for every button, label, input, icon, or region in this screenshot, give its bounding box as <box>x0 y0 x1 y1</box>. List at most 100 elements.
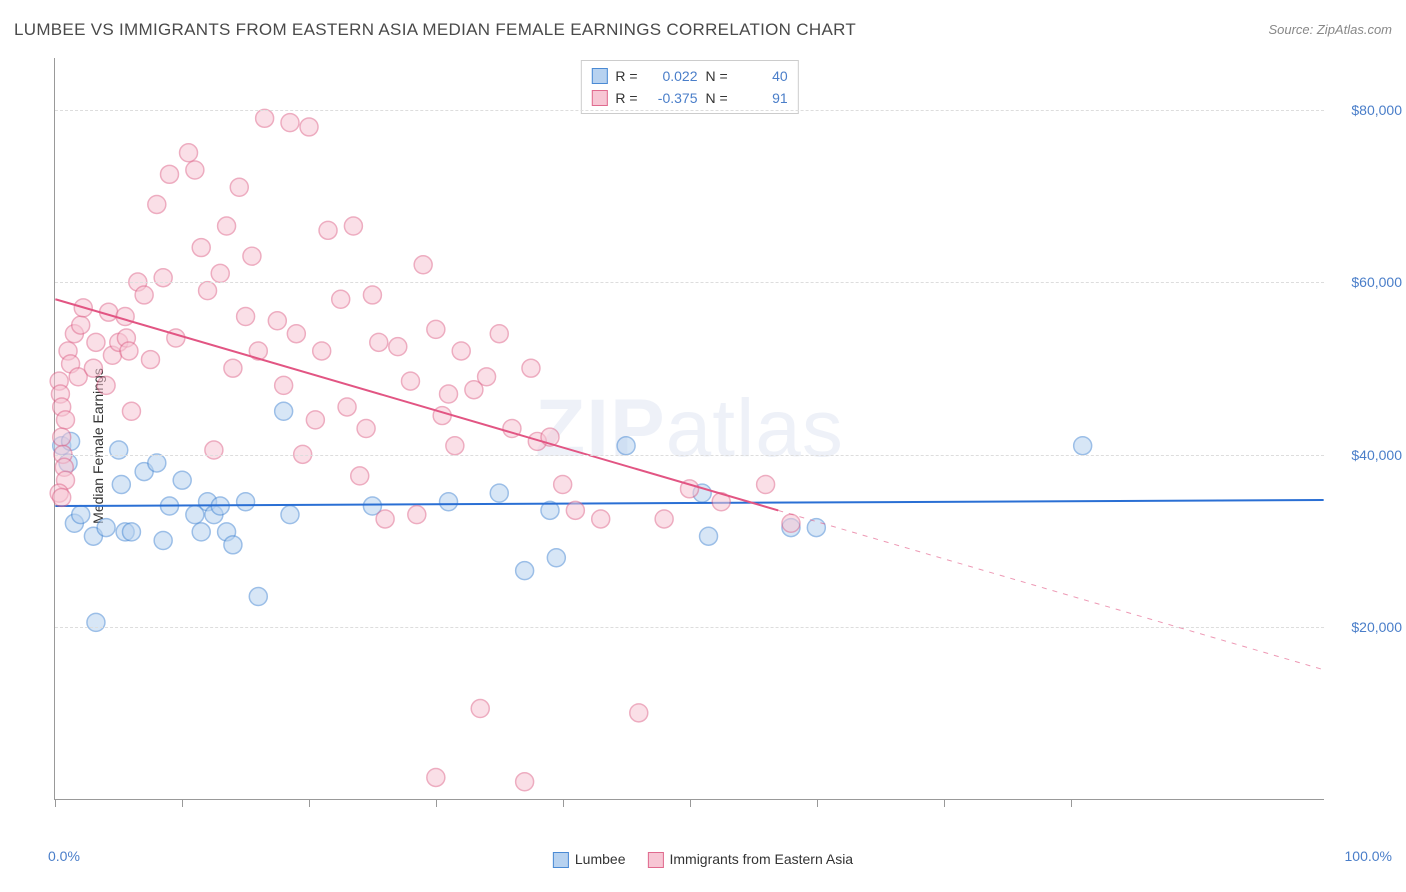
x-tick <box>944 799 945 807</box>
scatter-point <box>351 467 369 485</box>
scatter-point <box>218 217 236 235</box>
legend-label: Lumbee <box>575 851 626 867</box>
x-tick <box>55 799 56 807</box>
scatter-point <box>192 523 210 541</box>
chart-source: Source: ZipAtlas.com <box>1268 22 1392 37</box>
scatter-point <box>122 523 140 541</box>
scatter-point <box>237 308 255 326</box>
scatter-point <box>237 493 255 511</box>
scatter-point <box>180 144 198 162</box>
scatter-point <box>617 437 635 455</box>
gridline <box>55 627 1324 628</box>
scatter-point <box>87 613 105 631</box>
scatter-point <box>1074 437 1092 455</box>
legend-swatch <box>647 852 663 868</box>
scatter-point <box>344 217 362 235</box>
scatter-point <box>357 420 375 438</box>
scatter-point <box>53 428 71 446</box>
scatter-point <box>192 239 210 257</box>
y-tick-label: $80,000 <box>1351 102 1402 118</box>
scatter-point <box>516 773 534 791</box>
scatter-point <box>440 385 458 403</box>
scatter-point <box>592 510 610 528</box>
scatter-point <box>120 342 138 360</box>
scatter-point <box>414 256 432 274</box>
scatter-point <box>490 325 508 343</box>
scatter-point <box>112 476 130 494</box>
scatter-point <box>757 476 775 494</box>
scatter-point <box>452 342 470 360</box>
trend-line <box>55 299 778 510</box>
scatter-point <box>110 441 128 459</box>
scatter-point <box>700 527 718 545</box>
scatter-point <box>72 506 90 524</box>
scatter-point <box>122 402 140 420</box>
scatter-point <box>446 437 464 455</box>
scatter-point <box>440 493 458 511</box>
scatter-point <box>281 114 299 132</box>
scatter-point <box>427 320 445 338</box>
x-tick <box>436 799 437 807</box>
scatter-point <box>332 290 350 308</box>
scatter-point <box>376 510 394 528</box>
scatter-point <box>199 282 217 300</box>
legend-item: Immigrants from Eastern Asia <box>647 851 853 868</box>
plot-area: ZIPatlas R =0.022N =40R =-0.375N =91 $20… <box>54 58 1324 800</box>
scatter-point <box>554 476 572 494</box>
scatter-point <box>116 308 134 326</box>
scatter-point <box>148 195 166 213</box>
legend-label: Immigrants from Eastern Asia <box>669 851 853 867</box>
scatter-point <box>256 109 274 127</box>
legend-item: Lumbee <box>553 851 626 868</box>
scatter-point <box>547 549 565 567</box>
scatter-point <box>471 700 489 718</box>
y-tick-label: $60,000 <box>1351 274 1402 290</box>
scatter-point <box>401 372 419 390</box>
x-tick <box>1071 799 1072 807</box>
scatter-point <box>268 312 286 330</box>
scatter-point <box>516 562 534 580</box>
scatter-point <box>154 269 172 287</box>
x-tick <box>817 799 818 807</box>
y-tick-label: $40,000 <box>1351 447 1402 463</box>
scatter-point <box>154 532 172 550</box>
scatter-point <box>97 519 115 537</box>
scatter-point <box>211 264 229 282</box>
scatter-point <box>97 376 115 394</box>
scatter-point <box>275 402 293 420</box>
scatter-point <box>224 359 242 377</box>
scatter-point <box>87 333 105 351</box>
scatter-point <box>655 510 673 528</box>
gridline <box>55 110 1324 111</box>
scatter-point <box>224 536 242 554</box>
scatter-point <box>53 488 71 506</box>
scatter-point <box>313 342 331 360</box>
scatter-point <box>306 411 324 429</box>
scatter-point <box>300 118 318 136</box>
x-tick <box>309 799 310 807</box>
x-tick <box>182 799 183 807</box>
scatter-point <box>249 588 267 606</box>
scatter-point <box>230 178 248 196</box>
scatter-point <box>389 338 407 356</box>
scatter-point <box>205 441 223 459</box>
scatter-point <box>243 247 261 265</box>
chart-title: LUMBEE VS IMMIGRANTS FROM EASTERN ASIA M… <box>14 20 856 40</box>
x-tick <box>690 799 691 807</box>
correlation-chart: LUMBEE VS IMMIGRANTS FROM EASTERN ASIA M… <box>0 0 1406 892</box>
scatter-point <box>338 398 356 416</box>
scatter-point <box>427 768 445 786</box>
scatter-point <box>408 506 426 524</box>
scatter-point <box>478 368 496 386</box>
scatter-point <box>161 165 179 183</box>
scatter-point <box>630 704 648 722</box>
scatter-point <box>782 514 800 532</box>
x-axis-max-label: 100.0% <box>1345 848 1392 864</box>
gridline <box>55 455 1324 456</box>
scatter-point <box>287 325 305 343</box>
scatter-point <box>173 471 191 489</box>
x-axis-min-label: 0.0% <box>48 848 80 864</box>
scatter-point <box>148 454 166 472</box>
legend-swatch <box>553 852 569 868</box>
scatter-point <box>433 407 451 425</box>
